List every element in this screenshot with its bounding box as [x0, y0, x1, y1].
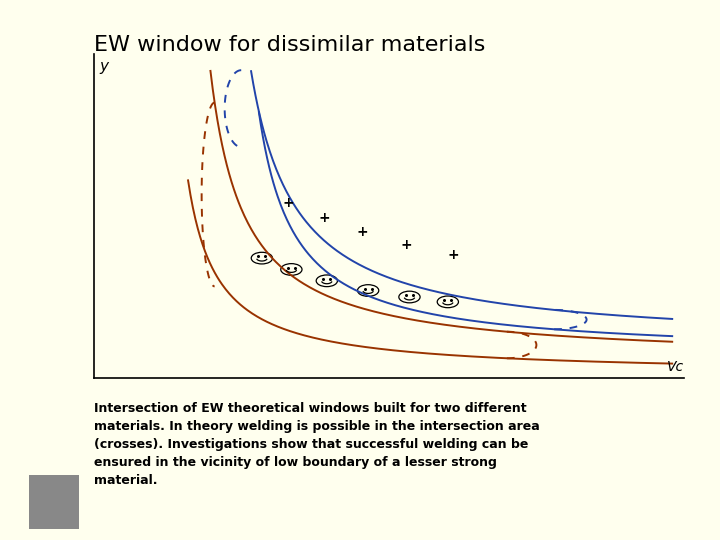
- Text: Vc: Vc: [667, 360, 684, 374]
- Text: +: +: [356, 225, 368, 239]
- Text: +: +: [448, 248, 459, 262]
- Text: +: +: [401, 238, 413, 252]
- Text: +: +: [318, 211, 330, 225]
- Text: Intersection of EW theoretical windows built for two different
materials. In the: Intersection of EW theoretical windows b…: [94, 402, 539, 487]
- Text: EW window for dissimilar materials: EW window for dissimilar materials: [94, 35, 485, 55]
- Text: +: +: [283, 196, 294, 210]
- Text: y: y: [100, 59, 109, 75]
